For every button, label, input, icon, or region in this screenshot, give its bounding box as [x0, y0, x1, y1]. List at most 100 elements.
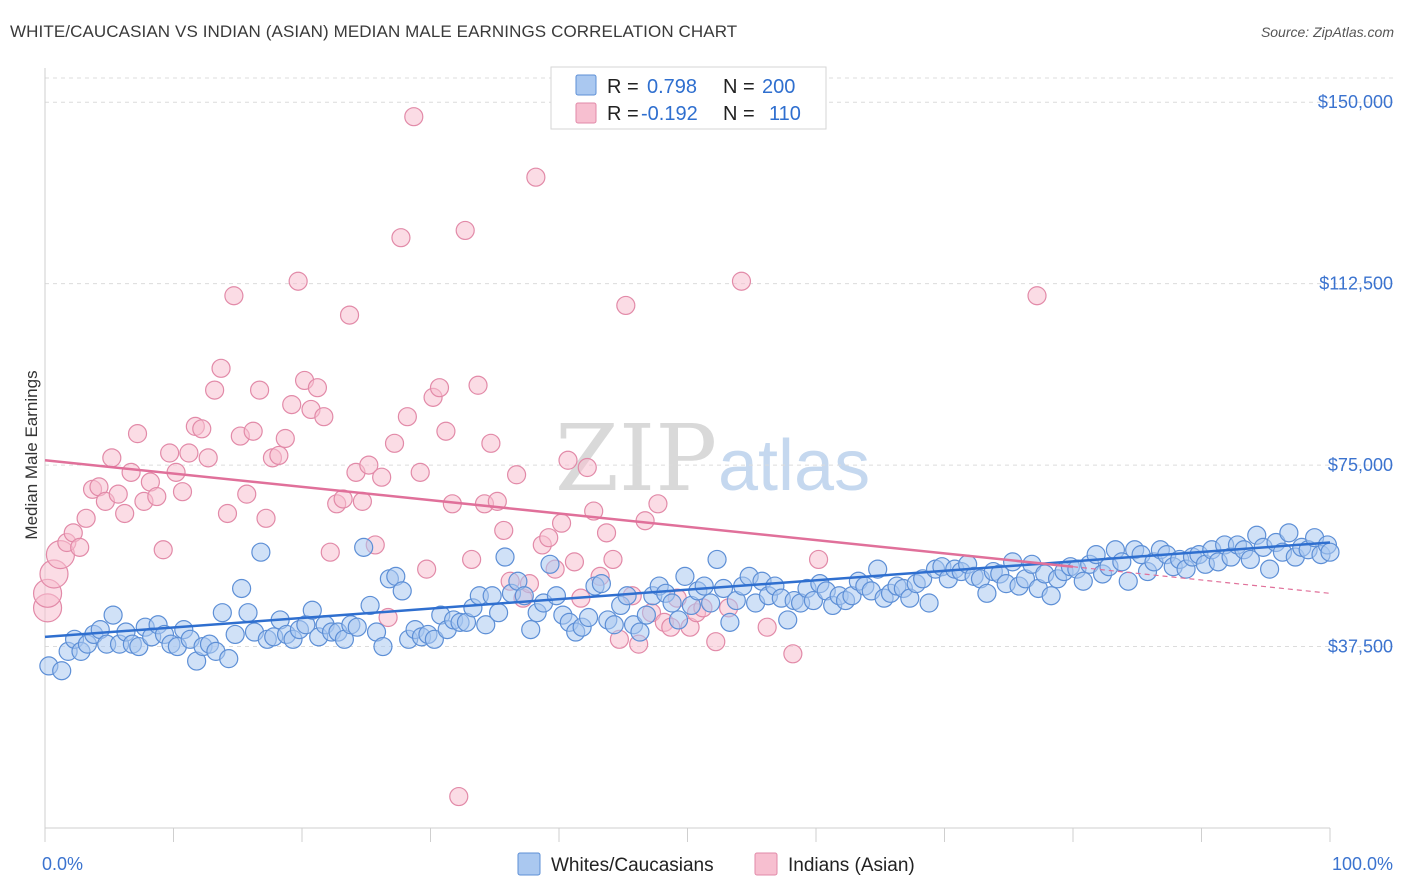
- indian-asian-point-23: [179, 443, 199, 463]
- indian-asian-point-60: [417, 559, 437, 579]
- indian-asian-point-34: [249, 380, 270, 400]
- indian-asian-point-28: [211, 358, 231, 378]
- chart-title: WHITE/CAUCASIAN VS INDIAN (ASIAN) MEDIAN…: [10, 22, 738, 41]
- legend-n-value-2: 110: [769, 103, 801, 125]
- series-legend: Whites/Caucasians Indians (Asian): [517, 852, 915, 876]
- bottom-legend-swatch-blue: [517, 852, 541, 876]
- indian-asian-point-82: [558, 450, 578, 470]
- white-caucasian-point-32: [251, 542, 271, 562]
- white-caucasian-point-68: [482, 586, 502, 606]
- white-caucasian-point-118: [803, 590, 824, 611]
- white-caucasian-point-1: [52, 661, 72, 681]
- y-tick-label-1: $112,500: [1319, 274, 1393, 294]
- white-caucasian-point-78: [546, 586, 567, 606]
- chart-source: Source: ZipAtlas.com: [1260, 24, 1394, 40]
- white-caucasian-point-40: [302, 600, 322, 620]
- indian-asian-point-39: [282, 395, 302, 415]
- white-caucasian-point-199: [1320, 542, 1340, 562]
- white-caucasian-point-85: [591, 574, 612, 594]
- indian-asian-point-74: [506, 465, 527, 485]
- watermark-atlas: atlas: [718, 426, 870, 506]
- indian-asian-point-108: [808, 549, 829, 570]
- axes: [44, 68, 1331, 842]
- indian-asian-point-14: [121, 462, 141, 482]
- white-caucasian-point-29: [232, 578, 252, 599]
- indian-asian-point-57: [397, 407, 417, 427]
- indian-asian-trend-line: [44, 459, 1074, 568]
- watermark: ZIP atlas: [555, 405, 870, 512]
- indian-asian-point-25: [192, 419, 212, 439]
- white-caucasian-point-69: [489, 603, 509, 623]
- trend-lines: [44, 459, 1331, 639]
- indian-asian-point-63: [436, 421, 456, 441]
- indian-asian-point-43: [307, 378, 328, 398]
- indian-asian-point-18: [147, 486, 167, 507]
- white-caucasian-point-48: [354, 537, 374, 557]
- indian-asian-point-88: [596, 523, 617, 543]
- indian-asian-point-48: [339, 305, 360, 325]
- indian-asian-point-91: [616, 295, 636, 316]
- legend-n-value-1: 200: [762, 76, 795, 98]
- y-tick-labels: $150,000 $112,500 $75,000 $37,500: [1318, 92, 1393, 656]
- watermark-zip: ZIP: [555, 405, 717, 512]
- indian-asian-point-105: [731, 271, 752, 291]
- bottom-legend-swatch-pink: [754, 852, 778, 876]
- white-caucasian-point-87: [604, 615, 624, 635]
- legend-r-label-2: R =: [607, 103, 639, 125]
- white-caucasian-point-70: [495, 547, 515, 567]
- white-caucasian-point-28: [225, 624, 245, 645]
- indian-asian-point-11: [102, 448, 122, 468]
- indian-asian-trend-extension: [1072, 566, 1331, 594]
- legend-swatch-blue: [575, 74, 597, 96]
- legend-r-value-2: -0.192: [641, 103, 698, 125]
- white-caucasian-point-160: [1073, 571, 1093, 591]
- legend-n-label-2: N =: [723, 103, 755, 125]
- indian-asian-point-109: [1027, 286, 1047, 306]
- x-tick-label-max: 100.0%: [1332, 854, 1393, 874]
- white-caucasian-point-67: [476, 615, 496, 635]
- indian-asian-point-58: [404, 107, 424, 127]
- indian-asian-point-7: [76, 508, 96, 528]
- indian-asian-point-72: [494, 520, 514, 541]
- white-caucasian-point-26: [212, 603, 232, 623]
- white-caucasian-point-59: [424, 629, 444, 649]
- indian-asian-point-55: [384, 433, 405, 453]
- indian-asian-point-66: [455, 220, 475, 241]
- indian-asian-point-32: [237, 484, 257, 504]
- indian-asian-point-65: [449, 786, 469, 807]
- y-tick-label-0: $150,000: [1318, 92, 1393, 112]
- white-caucasian-point-102: [701, 593, 721, 613]
- white-caucasian-point-135: [913, 569, 933, 589]
- white-caucasian-point-92: [636, 605, 656, 625]
- indian-asian-point-81: [551, 513, 572, 533]
- indian-asian-point-68: [468, 375, 488, 395]
- indian-asian-point-15: [127, 424, 148, 444]
- white-caucasian-point-128: [868, 559, 888, 579]
- white-caucasian-point-103: [707, 549, 727, 570]
- indian-asian-point-12: [108, 484, 128, 504]
- indian-asian-point-6: [70, 537, 90, 557]
- x-tick-labels: 0.0% 100.0%: [42, 854, 1393, 874]
- white-caucasian-point-47: [347, 617, 367, 637]
- white-caucasian-point-186: [1240, 549, 1260, 570]
- white-caucasian-point-27: [219, 649, 239, 669]
- indian-asian-point-67: [462, 549, 482, 570]
- indian-asian-point-96: [648, 494, 668, 514]
- indian-asian-point-89: [603, 549, 623, 570]
- legend-r-label-1: R =: [607, 76, 639, 98]
- white-caucasian-point-91: [630, 622, 650, 642]
- legend-box: [550, 66, 827, 130]
- white-caucasian-point-167: [1118, 571, 1138, 591]
- indian-asian-point-38: [275, 428, 295, 449]
- white-caucasian-point-30: [238, 603, 258, 623]
- indian-asian-point-22: [172, 482, 193, 502]
- legend-swatch-pink: [575, 102, 597, 124]
- indian-asian-point-35: [256, 508, 276, 528]
- indian-asian-point-51: [359, 455, 379, 475]
- white-caucasian-point-145: [977, 583, 997, 603]
- indian-asian-point-26: [198, 448, 218, 468]
- indian-asian-point-83: [564, 552, 585, 572]
- white-caucasian-point-74: [521, 620, 541, 640]
- indian-asian-point-30: [224, 286, 244, 306]
